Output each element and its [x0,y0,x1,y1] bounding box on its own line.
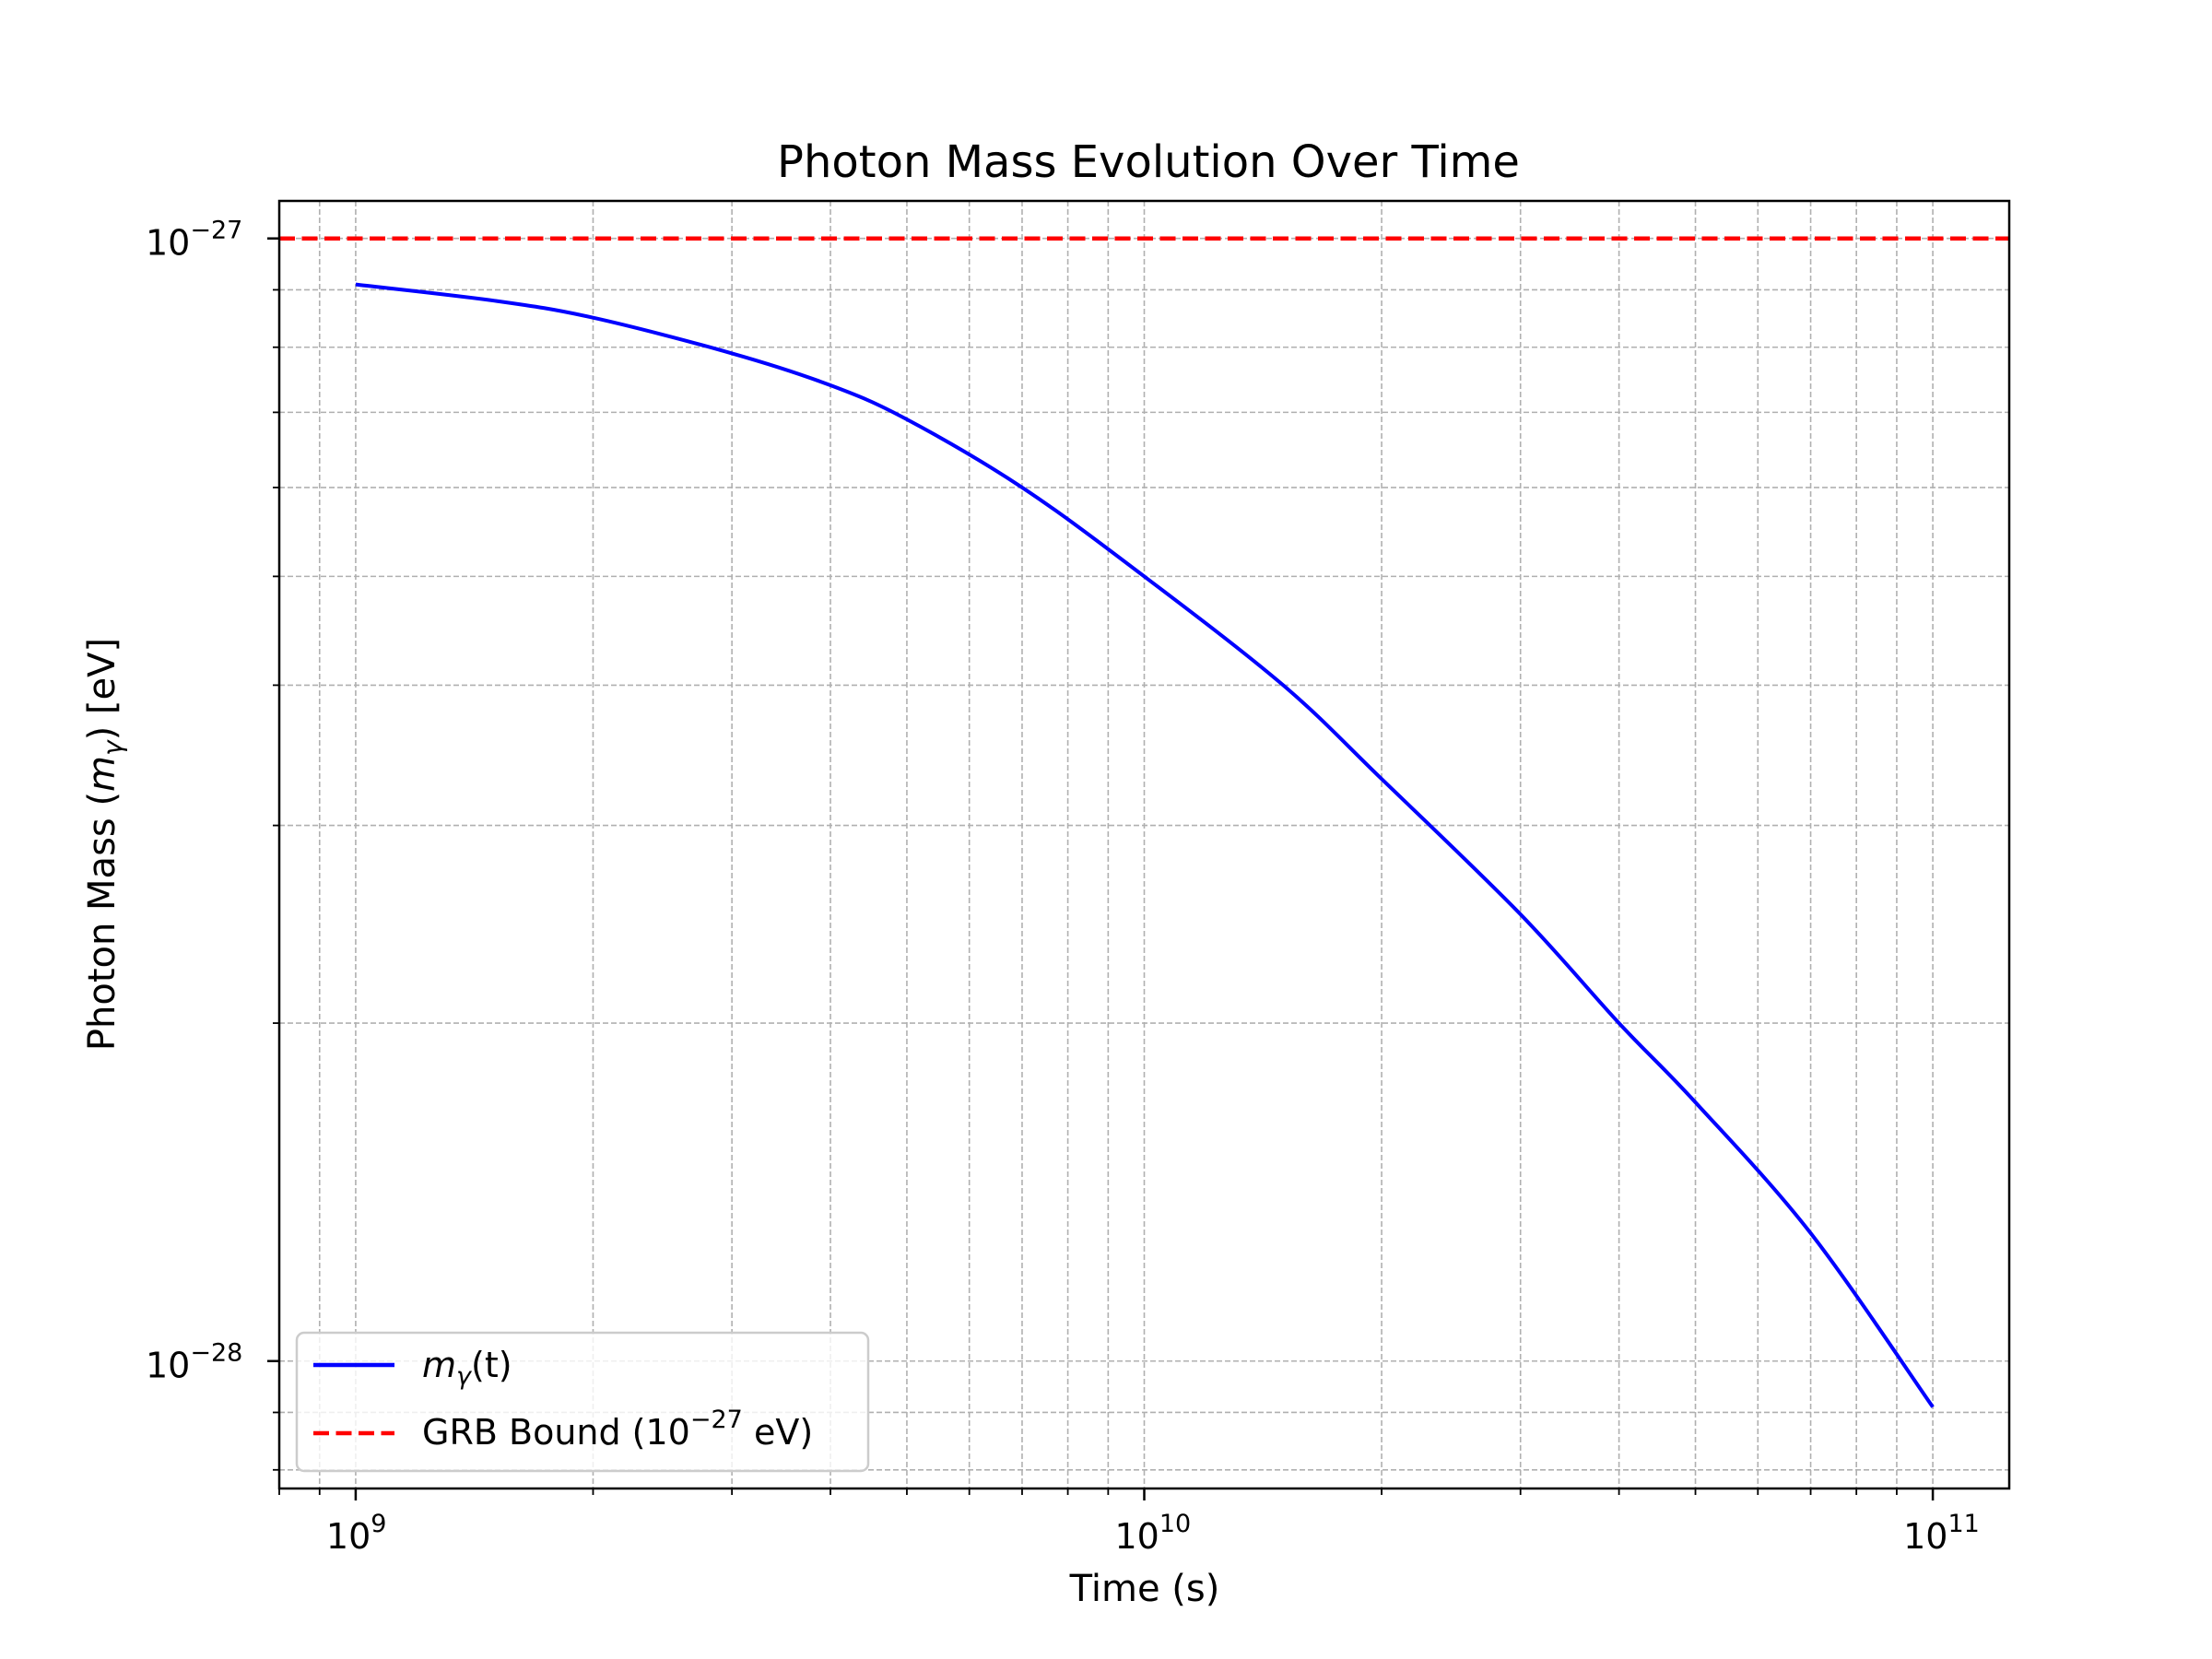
legend-label-curve: mγ(t) [422,1345,512,1391]
x-tick-label-1e11: 1011 [1903,1510,1980,1557]
x-tick-label: 109 [326,1510,387,1557]
x-tick-label-1e9: 109 [326,1510,387,1557]
x-tick-label: 1010 [1115,1510,1192,1557]
major-ticks [267,237,1935,1500]
x-tick-label: 1011 [1903,1510,1980,1557]
y-axis-label: Photon Mass (mγ) [eV] [81,638,128,1051]
chart-title: Photon Mass Evolution Over Time [777,136,1520,188]
x-axis-label: Time (s) [1069,1568,1220,1610]
series-layer [279,236,2009,1408]
legend-box [295,1331,870,1473]
legend: mγ(t) GRB Bound (10−27 eV) [295,1331,870,1473]
x-tick-label-1e10: 1010 [1115,1510,1192,1557]
grid-lines [278,201,2009,1488]
legend-label-bound: GRB Bound (10−27 eV) [422,1406,813,1453]
y-tick-label: 10−28 [146,1339,242,1386]
y-tick-label: 10−27 [146,217,242,264]
photon-mass-curve [355,282,1935,1408]
